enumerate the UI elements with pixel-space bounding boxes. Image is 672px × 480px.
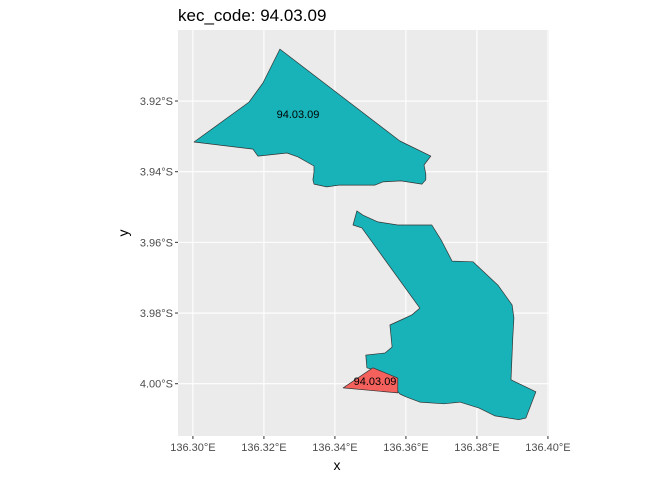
y-tick-label: 3.96°S xyxy=(140,237,173,249)
x-tick-label: 136.38°E xyxy=(454,442,499,454)
x-axis-title: x xyxy=(334,457,341,473)
x-tick-label: 136.40°E xyxy=(525,442,570,454)
region-labels: 94.03.09 94.03.09 xyxy=(277,109,397,388)
x-axis-ticks: 136.30°E 136.32°E 136.34°E 136.36°E 136.38°E… xyxy=(170,436,571,454)
region-polygon-red xyxy=(342,367,399,394)
y-tick-label: 3.94°S xyxy=(140,167,173,179)
regions xyxy=(193,48,537,421)
region-polygon-teal xyxy=(193,48,432,188)
region-label: 94.03.09 xyxy=(354,376,397,388)
plot-title: kec_code: 94.03.09 xyxy=(178,6,326,25)
region-label: 94.03.09 xyxy=(277,109,320,121)
x-tick-label: 136.34°E xyxy=(312,442,357,454)
region-polygon-teal xyxy=(352,210,537,421)
y-axis-title: y xyxy=(115,230,131,237)
x-tick-label: 136.32°E xyxy=(241,442,286,454)
y-axis-ticks: 3.92°S 3.94°S 3.96°S 3.98°S 4.00°S xyxy=(140,96,178,391)
y-tick-label: 3.92°S xyxy=(140,96,173,108)
x-tick-label: 136.36°E xyxy=(383,442,428,454)
x-tick-label: 136.30°E xyxy=(170,442,215,454)
y-tick-label: 3.98°S xyxy=(140,308,173,320)
y-tick-label: 4.00°S xyxy=(140,379,173,391)
